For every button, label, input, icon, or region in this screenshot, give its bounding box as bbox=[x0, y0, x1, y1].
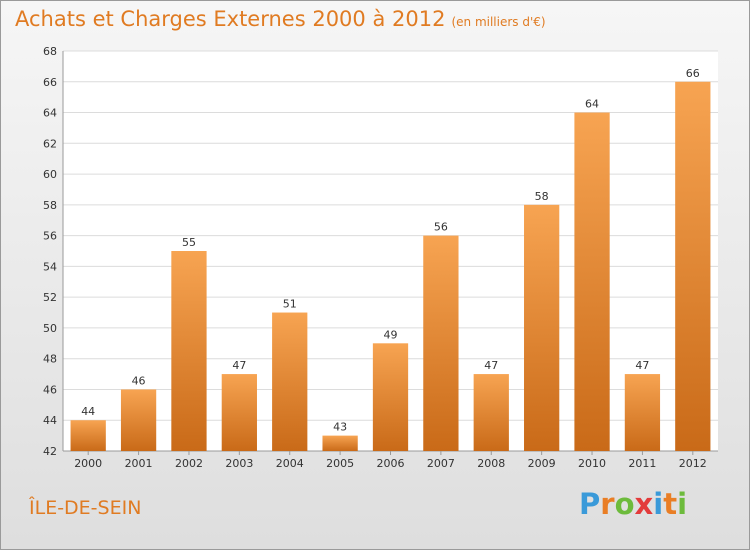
chart-title-text: Achats et Charges Externes 2000 à 2012 bbox=[15, 7, 446, 31]
data-label: 51 bbox=[283, 298, 297, 311]
chart-title: Achats et Charges Externes 2000 à 2012 (e… bbox=[15, 7, 546, 31]
x-tick-label: 2008 bbox=[477, 457, 505, 470]
bar bbox=[322, 435, 358, 451]
data-label: 47 bbox=[232, 359, 246, 372]
bar bbox=[675, 81, 711, 452]
bar bbox=[473, 374, 509, 451]
data-label: 46 bbox=[132, 374, 146, 387]
data-label: 58 bbox=[535, 190, 549, 203]
x-tick-label: 2006 bbox=[377, 457, 405, 470]
bar bbox=[272, 312, 308, 451]
data-label: 43 bbox=[333, 421, 347, 434]
data-label: 66 bbox=[686, 67, 700, 80]
bar bbox=[221, 374, 257, 451]
place-name: ÎLE-DE-SEIN bbox=[29, 497, 142, 519]
x-tick-label: 2001 bbox=[125, 457, 153, 470]
chart-unit: (en milliers d'€) bbox=[451, 15, 546, 29]
bar bbox=[624, 374, 661, 451]
logo-letter: i bbox=[653, 487, 664, 521]
y-tick-label: 48 bbox=[43, 353, 57, 366]
bar bbox=[574, 112, 610, 452]
x-tick-label: 2007 bbox=[427, 457, 455, 470]
logo-letter: o bbox=[614, 487, 635, 521]
x-tick-label: 2009 bbox=[528, 457, 556, 470]
bar bbox=[171, 251, 207, 451]
y-tick-label: 64 bbox=[43, 107, 57, 120]
bar bbox=[423, 235, 459, 451]
y-tick-label: 62 bbox=[43, 137, 57, 150]
y-tick-label: 60 bbox=[43, 168, 57, 181]
proxiti-logo: Proxiti bbox=[579, 487, 687, 521]
logo-letter: r bbox=[600, 487, 615, 521]
y-tick-label: 56 bbox=[43, 230, 57, 243]
x-tick-label: 2003 bbox=[225, 457, 253, 470]
data-label: 56 bbox=[434, 221, 448, 234]
data-label: 49 bbox=[384, 328, 398, 341]
data-label: 44 bbox=[81, 405, 95, 418]
data-label: 55 bbox=[182, 236, 196, 249]
logo-letter: x bbox=[634, 487, 654, 521]
logo-letter: P bbox=[579, 487, 601, 521]
x-tick-label: 2000 bbox=[74, 457, 102, 470]
bar bbox=[524, 204, 560, 451]
y-tick-label: 44 bbox=[43, 414, 57, 427]
data-label: 64 bbox=[585, 98, 599, 111]
y-tick-label: 68 bbox=[43, 45, 57, 58]
y-tick-label: 58 bbox=[43, 199, 57, 212]
y-tick-label: 54 bbox=[43, 260, 57, 273]
logo-letter: i bbox=[677, 487, 688, 521]
y-tick-label: 42 bbox=[43, 445, 57, 458]
x-tick-label: 2004 bbox=[276, 457, 304, 470]
x-tick-label: 2012 bbox=[679, 457, 707, 470]
bar bbox=[70, 420, 106, 451]
y-tick-label: 66 bbox=[43, 76, 57, 89]
y-tick-label: 46 bbox=[43, 383, 57, 396]
y-tick-label: 52 bbox=[43, 291, 57, 304]
x-tick-label: 2005 bbox=[326, 457, 354, 470]
data-label: 47 bbox=[484, 359, 498, 372]
x-tick-label: 2011 bbox=[628, 457, 656, 470]
data-label: 47 bbox=[635, 359, 649, 372]
bar bbox=[120, 389, 157, 451]
bar bbox=[372, 343, 409, 451]
y-tick-label: 50 bbox=[43, 322, 57, 335]
x-tick-label: 2002 bbox=[175, 457, 203, 470]
x-tick-label: 2010 bbox=[578, 457, 606, 470]
logo-letter: t bbox=[663, 487, 678, 521]
